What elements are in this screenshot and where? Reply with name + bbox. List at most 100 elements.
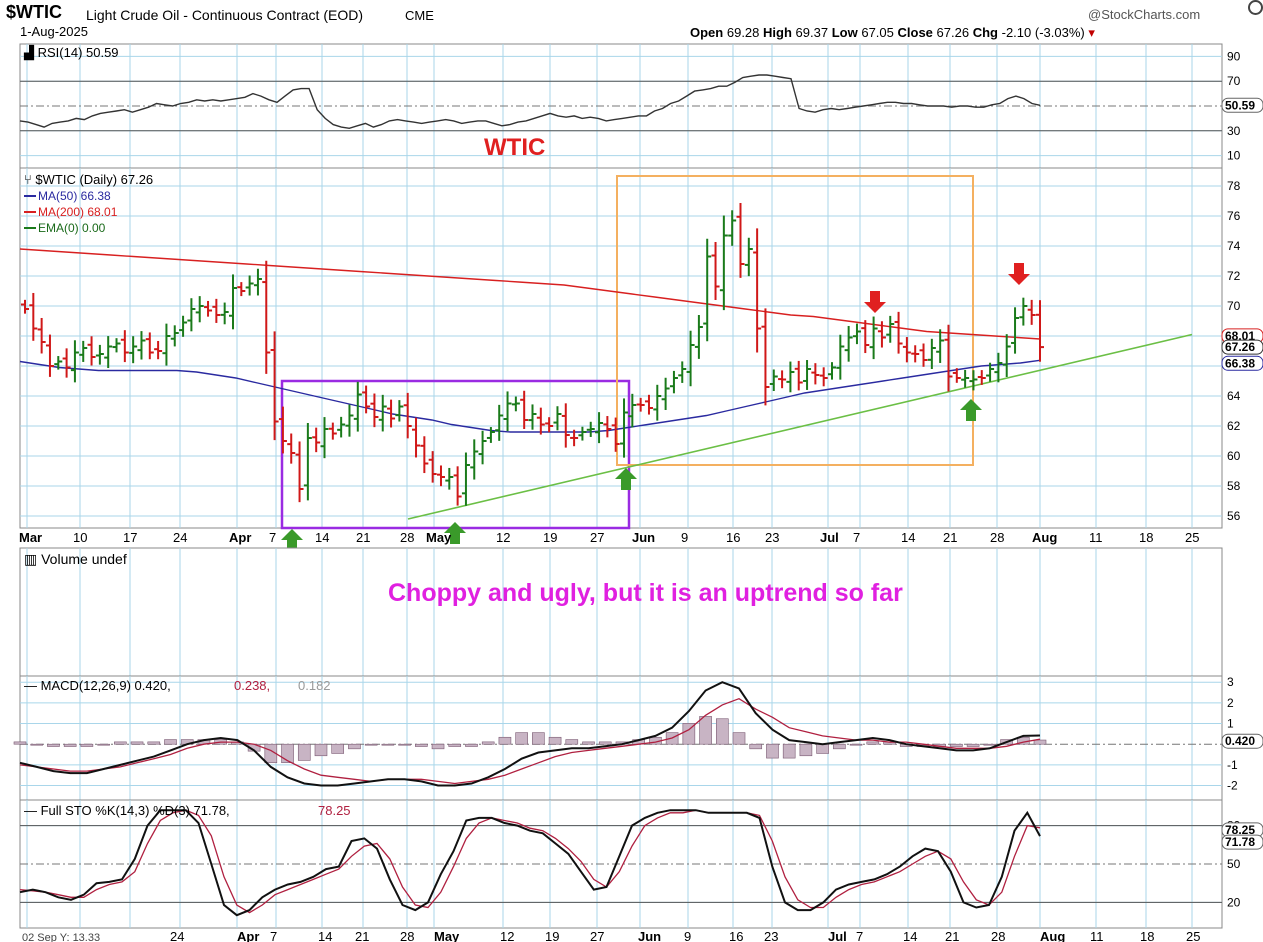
rsi-last-value-box [1221,97,1263,113]
price-bar [661,377,670,410]
price-bar [461,452,470,506]
price-bar [927,338,936,369]
xaxis-top-label: 14 [315,530,329,545]
price-bar [511,396,520,412]
macd-legend: — MACD(12,26,9) 0.420, [24,678,171,693]
chg-label: Chg [972,25,998,40]
chg-value: -2.10 (-3.03%) [1001,25,1085,40]
price-bar [486,427,495,443]
price-bar [278,406,287,454]
xaxis-top-label: Aug [1032,530,1057,545]
rsi-ytick-label: 10 [1227,149,1241,163]
xaxis-bottom-label: 28 [991,929,1005,942]
ma50-line [19,359,1041,433]
price-bar [79,340,88,362]
macd-histogram-bar [13,741,27,745]
macd-line [19,681,1041,787]
close-value: 67.26 [936,25,970,40]
price-bar [337,416,346,438]
macd-histogram-bar [147,741,161,745]
price-bar [428,451,437,483]
price-bar [29,292,38,341]
price-bar [162,323,171,366]
sto-ytick-label: 20 [1227,895,1241,909]
macd-histogram-bar [381,743,395,746]
price-bar [653,384,662,421]
macd-last-value: 0.420 [1225,734,1255,748]
price-bar [1019,297,1028,326]
xaxis-top-label: Mar [19,530,42,545]
xaxis-bottom-label: 23 [764,929,778,942]
price-ytick-label: 78 [1227,179,1241,193]
xaxis-bottom-label: 16 [729,929,743,942]
ma50-last-value: 66.38 [1225,356,1255,370]
macd-histogram-bar [1033,739,1047,745]
ema-legend: EMA(0) 0.00 [38,221,106,235]
wtic-annotation: WTIC [484,134,545,161]
macd-histogram-bar [80,743,94,747]
price-bar [237,282,246,297]
macd-histogram-bar [715,718,729,745]
xaxis-top-label: 9 [681,530,688,545]
price-bar [944,324,953,392]
price-bar [1027,299,1036,325]
price-ytick-label: 62 [1227,419,1241,433]
price-bar [936,329,945,363]
price-bar [561,403,570,448]
settings-icon[interactable] [1248,0,1263,15]
price-bar [370,393,379,428]
rsi-legend: ▟ RSI(14) 50.59 [23,44,119,61]
price-bar [536,407,545,435]
price-bar [545,417,554,433]
price-bar [570,429,579,447]
price-bar [919,343,928,367]
low-value: 67.05 [861,25,894,40]
macd-legend-signal: 0.238, [234,678,270,693]
macd-ytick-label: 3 [1227,675,1234,689]
sto-d-line [19,809,1041,914]
sto-k-last-value-box [1221,834,1263,850]
price-bar [595,412,604,444]
price-bar [95,344,104,365]
macd-histogram-bar [164,739,177,745]
price-bar [395,400,404,422]
macd-histogram-bar [281,743,294,764]
ma200-legend: MA(200) 68.01 [38,205,118,219]
macd-histogram-bar [782,743,796,759]
xaxis-bottom-label: 7 [270,929,277,942]
ma50-legend: MA(50) 66.38 [38,189,111,203]
close-label: Close [897,25,933,40]
rsi-panel-frame [19,43,1223,169]
price-bar [137,331,146,360]
price-bar [578,426,587,441]
xaxis-bottom-label: 28 [400,929,414,942]
xaxis-top-label: 24 [173,530,187,545]
rsi-ytick-label: 30 [1227,124,1241,138]
close-last-value: 67.26 [1225,340,1255,354]
price-bar [453,466,462,506]
price-legend-symbol: ⑂ $WTIC (Daily) 67.26 [24,172,153,187]
price-bar [869,316,878,360]
xaxis-bottom-label: May [434,929,460,942]
price-bar [844,325,853,362]
volume-panel-frame [19,547,1223,677]
macd-histogram-bar [398,743,411,746]
price-bar [761,308,770,406]
price-bar [70,340,79,383]
low-label: Low [831,25,858,40]
macd-histogram-bar [582,741,595,745]
price-bar [952,368,961,383]
sto-k-line [19,809,1041,917]
brand-label: @StockCharts.com [1088,7,1201,22]
price-bar [877,321,886,348]
xaxis-bottom-label: 21 [945,929,959,942]
xaxis-bottom-label: 11 [1090,929,1104,942]
price-bar [819,367,828,387]
sto-legend-d: 78.25 [318,803,351,818]
price-bar [120,330,129,363]
macd-ytick-label: 2 [1227,696,1234,710]
high-value: 69.37 [795,25,829,40]
price-ytick-label: 56 [1227,509,1241,523]
price-bar [478,430,487,465]
xaxis-bottom-label: 12 [500,929,514,942]
